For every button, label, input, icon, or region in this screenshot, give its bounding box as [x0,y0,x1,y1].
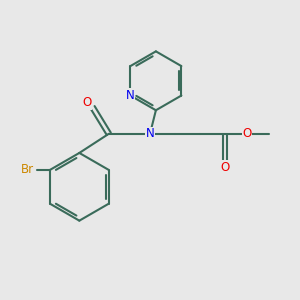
Text: O: O [242,127,252,140]
Text: O: O [220,160,230,174]
Text: Br: Br [21,164,34,176]
Text: N: N [146,127,154,140]
Text: N: N [126,89,135,102]
Text: O: O [82,96,91,110]
